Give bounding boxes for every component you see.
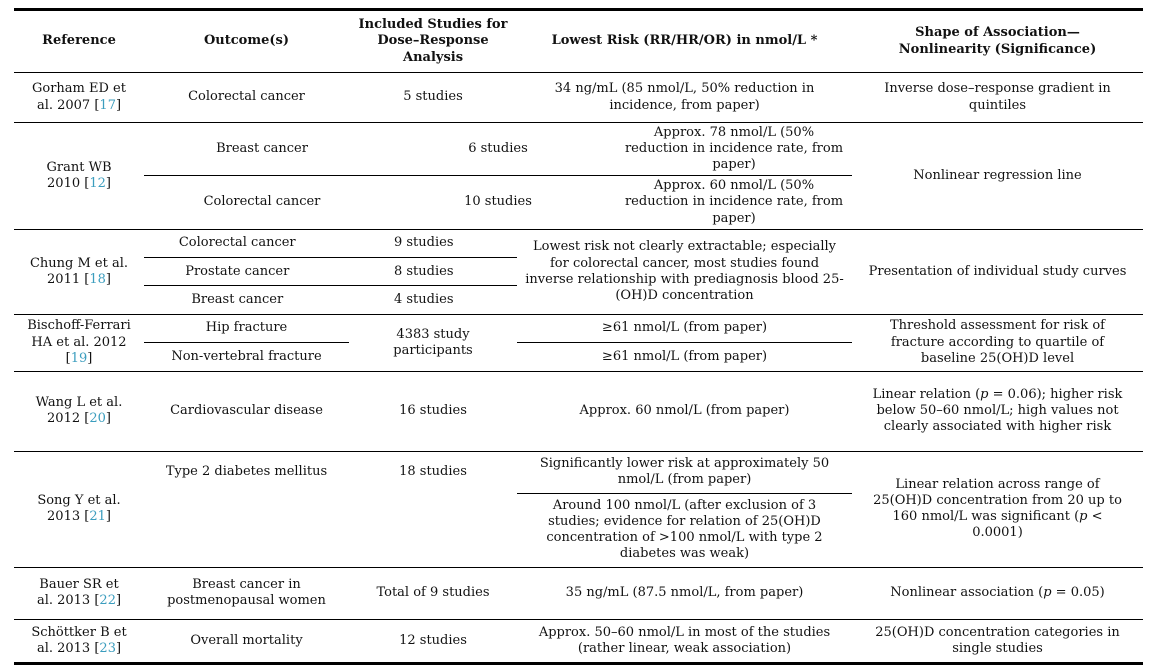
outcome-cell: Colorectal cancer [203, 194, 321, 210]
reference-cell: Song Y et al. 2013 [21] [37, 493, 121, 525]
studies-cell: Total of 9 studies [376, 585, 490, 601]
studies-cell: 9 studies [393, 235, 454, 251]
lowest-risk-cell: 34 ng/mL (85 nmol/L, 50% reduction in in… [554, 81, 815, 113]
column-header-outcomes: Outcome(s) [203, 33, 289, 49]
citation-link-20[interactable]: 20 [89, 411, 106, 427]
studies-cell: 4383 study participants [393, 326, 473, 358]
citation-link-18[interactable]: 18 [89, 271, 106, 287]
lowest-risk-cell: Significantly lower risk at approximatel… [517, 452, 852, 494]
song-risk-stack: Significantly lower risk at approximatel… [517, 452, 852, 567]
shape-cell: Linear relation across range of 25(OH)D … [873, 476, 1122, 541]
lowest-risk-cell: ≥61 nmol/L (from paper) [517, 315, 852, 344]
outcome-cell: Cardiovascular disease [170, 403, 323, 419]
reference-cell: Bischoff-Ferrari HA et al. 2012 [19] [27, 318, 131, 366]
lowest-risk-cell: Lowest risk not clearly extractable; esp… [525, 239, 844, 303]
lowest-risk-cell: Around 100 nmol/L (after exclusion of 3 … [546, 497, 823, 562]
studies-cell: 16 studies [399, 403, 467, 419]
reference-text: Song Y et al. 2013 [37, 493, 121, 525]
reference-cell: Wang L et al. 2012 [20] [35, 395, 123, 427]
table-row-schottker: Schöttker B et al. 2013 [23] Overall mor… [14, 620, 1143, 662]
lowest-risk-cell: Approx. 78 nmol/L (50% reduction in inci… [624, 125, 844, 173]
shape-cell: Threshold assessment for risk of fractur… [890, 318, 1105, 366]
table-row-chung: Chung M et al. 2011 [18] Colorectal canc… [14, 230, 1143, 315]
reference-text: Bischoff-Ferrari HA et al. 2012 [27, 318, 131, 350]
reference-cell: Bauer SR et al. 2013 [22] [36, 577, 122, 609]
shape-cell: Linear relation (p = 0.06); higher risk … [872, 386, 1123, 435]
shape-cell: Nonlinear regression line [913, 167, 1082, 183]
citation-link-17[interactable]: 17 [99, 97, 116, 113]
lowest-risk-cell: Approx. 50–60 nmol/L in most of the stud… [538, 624, 831, 656]
bischoff-outcome-stack: Hip fracture Non-vertebral fracture [144, 315, 349, 371]
table-row-wang: Wang L et al. 2012 [20] Cardiovascular d… [14, 372, 1143, 452]
lowest-risk-cell: Approx. 60 nmol/L (50% reduction in inci… [624, 178, 844, 226]
table-row-song: Song Y et al. 2013 [21] Type 2 diabetes … [14, 452, 1143, 568]
reference-text: Wang L et al. 2012 [35, 395, 123, 427]
outcome-cell: Colorectal cancer [178, 235, 296, 251]
table-row-grant: Grant WB 2010 [12] Breast cancer 6 studi… [14, 123, 1143, 230]
subrow-colorectal-cancer: Colorectal cancer 9 studies [144, 230, 517, 258]
shape-cell: Inverse dose–response gradient in quinti… [884, 81, 1111, 113]
column-header-reference: Reference [42, 33, 116, 49]
lowest-risk-cell: 35 ng/mL (87.5 nmol/L, from paper) [565, 585, 804, 601]
outcome-cell: Prostate cancer [185, 263, 290, 279]
table-row-gorham: Gorham ED et al. 2007 [17] Colorectal ca… [14, 73, 1143, 123]
subrow-colorectal-cancer: Colorectal cancer 10 studies Approx. 60 … [144, 176, 852, 228]
subrow-breast-cancer: Breast cancer 4 studies [144, 286, 517, 313]
column-header-included-studies: Included Studies for Dose–Response Analy… [358, 17, 508, 65]
citation-link-23[interactable]: 23 [99, 640, 116, 656]
reference-cell: Schöttker B et al. 2013 [23] [31, 624, 127, 656]
reference-text: Chung M et al. 2011 [29, 255, 129, 287]
reference-text: Gorham ED et al. 2007 [32, 81, 126, 113]
chung-subrows: Colorectal cancer 9 studies Prostate can… [144, 230, 517, 314]
table-row-bischoff: Bischoff-Ferrari HA et al. 2012 [19] Hip… [14, 315, 1143, 372]
dose-response-summary-table: Reference Outcome(s) Included Studies fo… [14, 8, 1143, 665]
studies-cell: 8 studies [393, 263, 454, 279]
column-header-lowest-risk: Lowest Risk (RR/HR/OR) in nmol/L * [551, 33, 818, 49]
outcome-cell: Overall mortality [190, 632, 303, 648]
outcome-cell: Colorectal cancer [188, 89, 305, 105]
subrow-prostate-cancer: Prostate cancer 8 studies [144, 258, 517, 287]
grant-subrows: Breast cancer 6 studies Approx. 78 nmol/… [144, 123, 852, 229]
lowest-risk-cell: ≥61 nmol/L (from paper) [601, 348, 768, 364]
outcome-cell: Type 2 diabetes mellitus [165, 463, 328, 479]
studies-cell: 12 studies [399, 632, 467, 648]
bischoff-risk-stack: ≥61 nmol/L (from paper) ≥61 nmol/L (from… [517, 315, 852, 371]
outcome-cell: Breast cancer [216, 141, 308, 157]
studies-cell: 18 studies [399, 463, 467, 479]
studies-cell: 4 studies [393, 291, 454, 307]
reference-cell: Gorham ED et al. 2007 [17] [32, 81, 126, 113]
reference-text: Bauer SR et al. 2013 [36, 577, 119, 609]
subrow-breast-cancer: Breast cancer 6 studies Approx. 78 nmol/… [144, 123, 852, 177]
studies-cell: 10 studies [464, 194, 532, 210]
lowest-risk-cell: Approx. 60 nmol/L (from paper) [579, 403, 790, 419]
outcome-cell: Hip fracture [144, 315, 349, 344]
table-row-bauer: Bauer SR et al. 2013 [22] Breast cancer … [14, 568, 1143, 620]
citation-link-19[interactable]: 19 [70, 350, 88, 366]
citation-link-12[interactable]: 12 [89, 175, 106, 191]
table-header-row: Reference Outcome(s) Included Studies fo… [14, 11, 1143, 73]
studies-cell: 5 studies [403, 89, 463, 105]
outcome-cell: Breast cancer in postmenopausal women [167, 577, 326, 609]
citation-link-22[interactable]: 22 [99, 593, 116, 609]
citation-link-21[interactable]: 21 [89, 509, 106, 525]
shape-cell: 25(OH)D concentration categories in sing… [875, 624, 1120, 656]
column-header-shape: Shape of Association—Nonlinearity (Signi… [898, 25, 1097, 57]
studies-cell: 6 studies [468, 141, 528, 157]
outcome-cell: Non-vertebral fracture [171, 348, 322, 364]
reference-cell: Grant WB 2010 [12] [46, 159, 112, 191]
shape-cell: Nonlinear association (p = 0.05) [890, 585, 1105, 601]
reference-cell: Chung M et al. 2011 [18] [29, 255, 129, 287]
reference-text: Grant WB 2010 [46, 159, 112, 191]
shape-cell: Presentation of individual study curves [868, 263, 1127, 279]
outcome-cell: Breast cancer [191, 291, 284, 307]
